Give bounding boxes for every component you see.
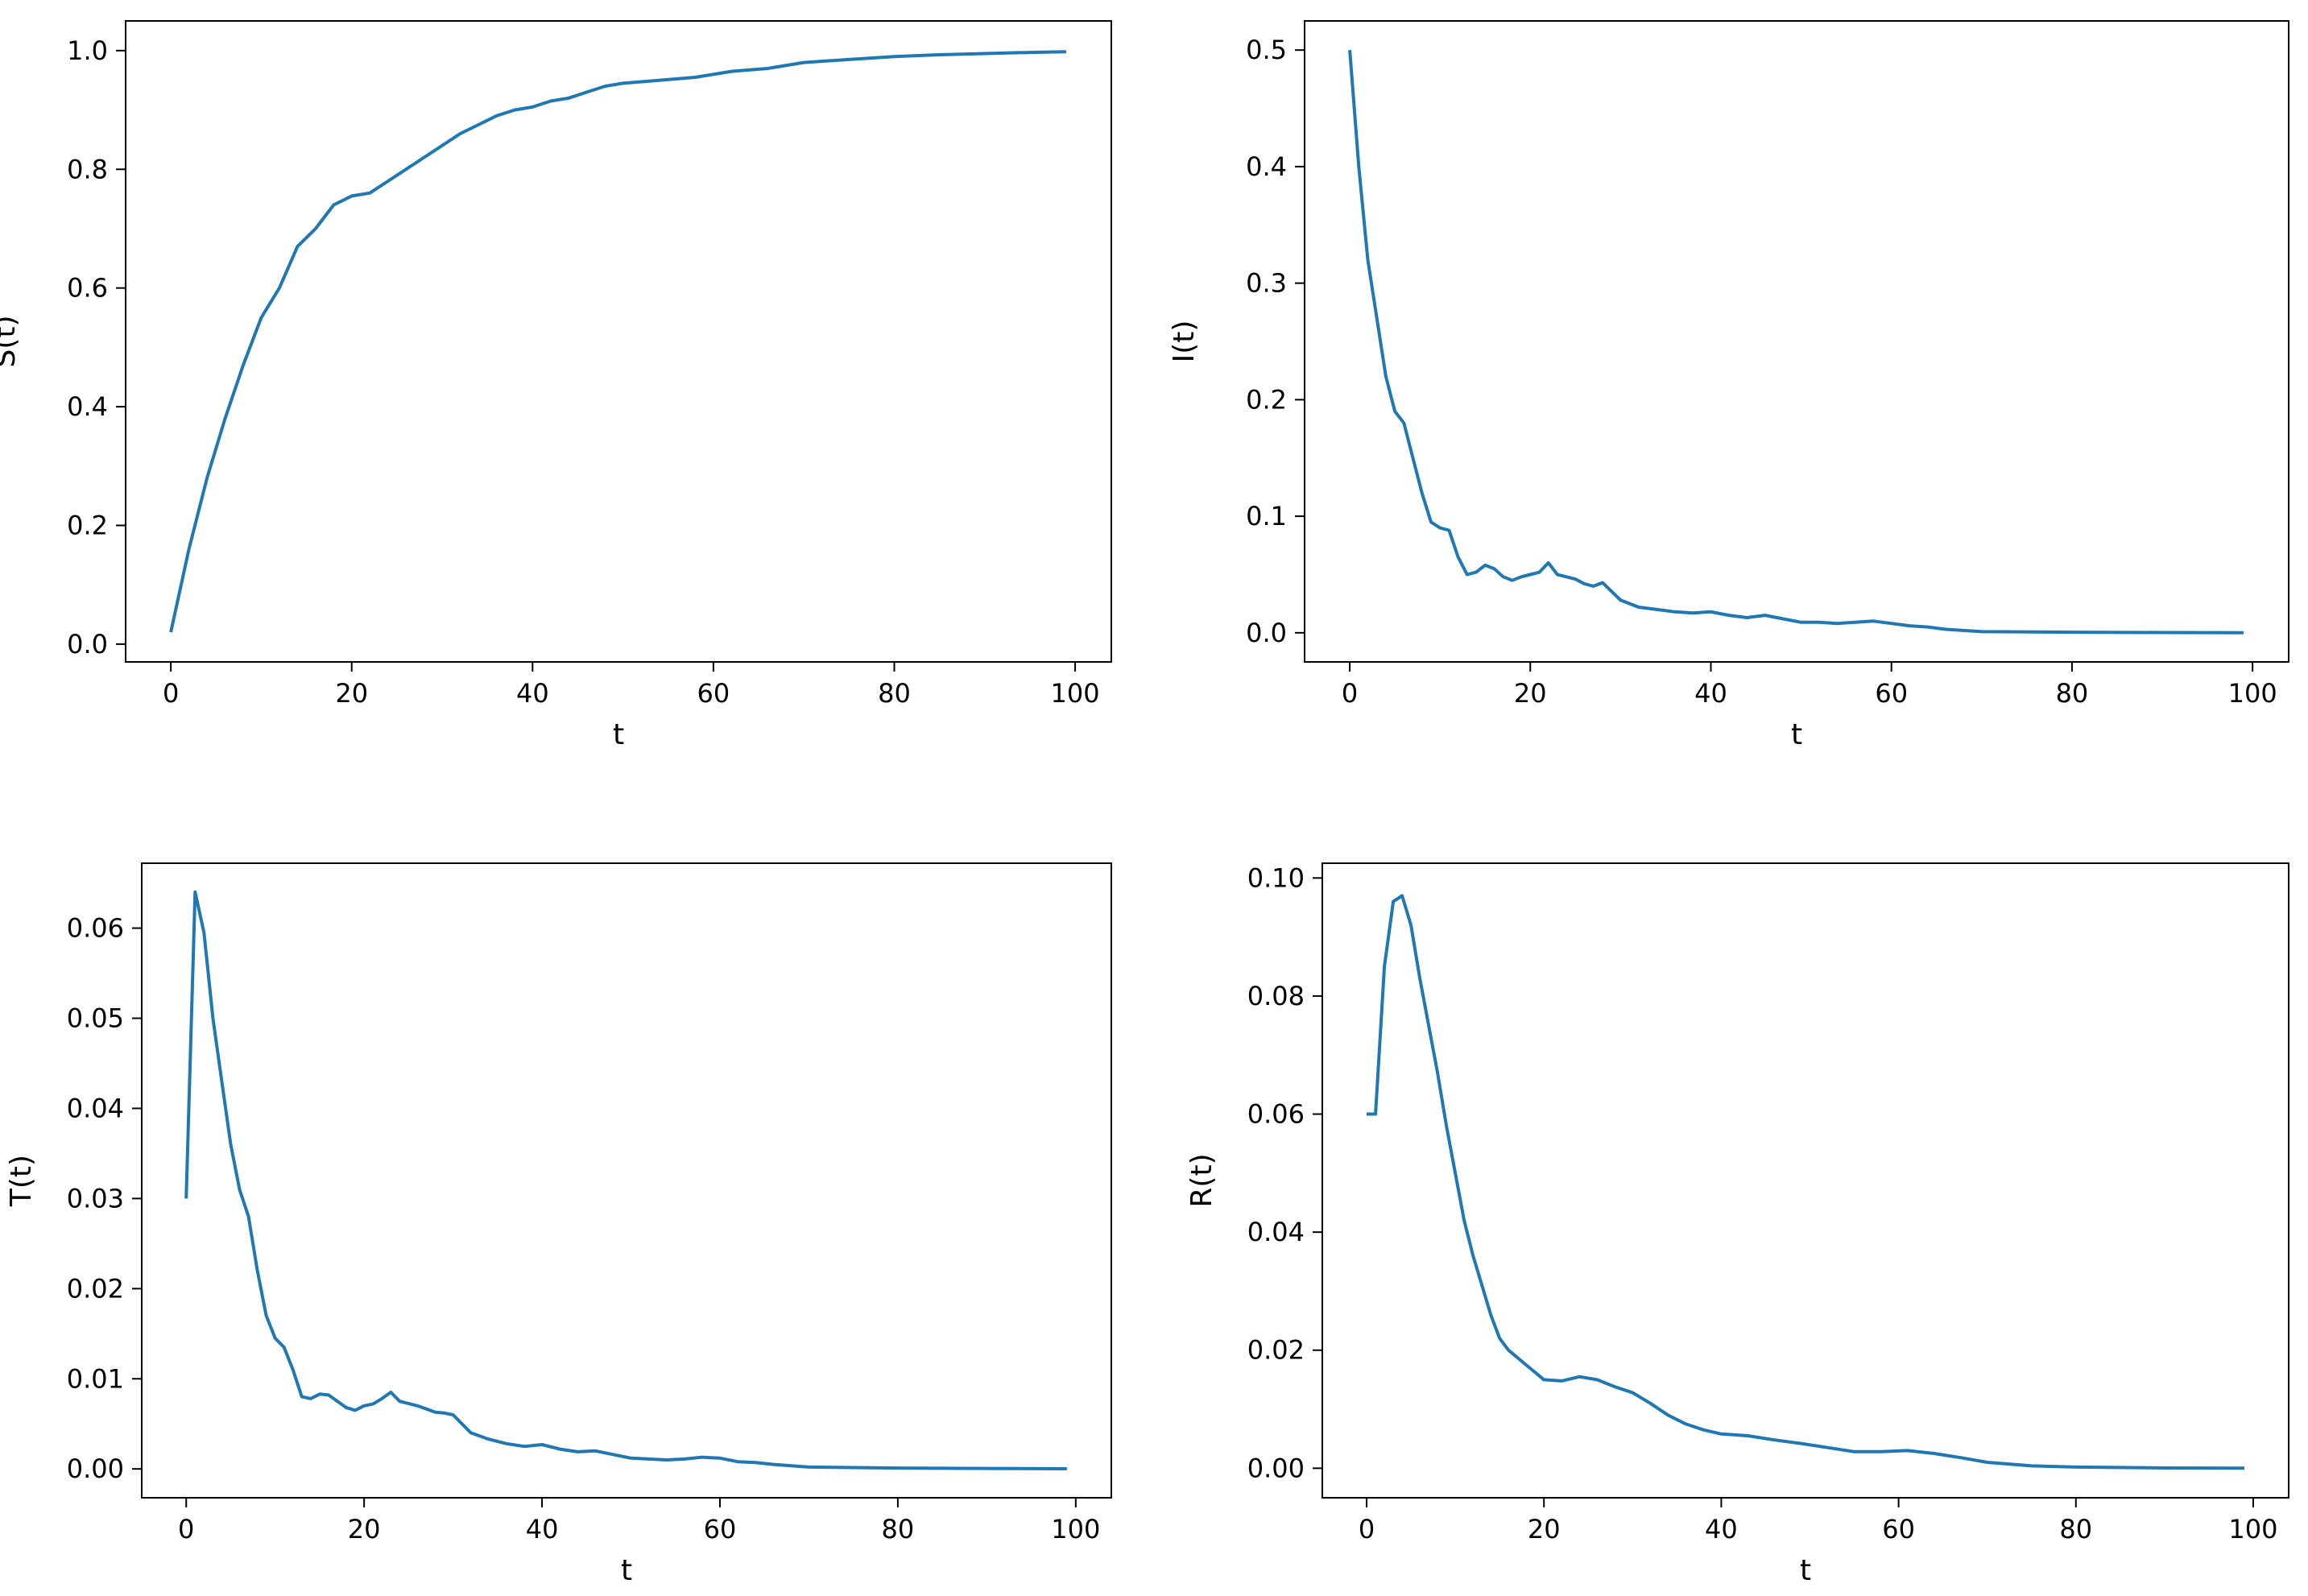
series-line (184, 890, 1067, 1470)
x-tick-label: 100 (2228, 1514, 2277, 1544)
y-tick-label: 0.3 (1246, 268, 1287, 299)
x-tick-label: 0 (163, 678, 179, 709)
y-tick-label: 0.5 (1246, 35, 1287, 65)
y-tick-label: 1.0 (67, 35, 108, 66)
y-tick-label: 0.02 (67, 1273, 124, 1304)
series-line (169, 50, 1066, 633)
y-axis-label: S(t) (0, 315, 22, 367)
y-tick-label: 0.0 (67, 629, 108, 659)
y-tick-label: 0.0 (1246, 618, 1287, 648)
x-tick-label: 40 (526, 1514, 559, 1544)
plot-frame (141, 862, 1112, 1499)
subplot-i: 0.0 0.1 0.2 0.3 0.4 0.5 0 20 40 60 80 10… (1168, 20, 2289, 751)
y-tick-label: 0.2 (67, 510, 108, 540)
x-tick-label: 100 (2228, 678, 2277, 709)
y-tick-label: 0.8 (67, 154, 108, 184)
x-tick-label: 60 (697, 678, 730, 709)
x-tick-label: 40 (1694, 678, 1727, 709)
y-tick-label: 0.00 (1247, 1453, 1305, 1483)
y-tick-label: 0.1 (1246, 501, 1287, 531)
x-tick-label: 80 (882, 1514, 915, 1544)
x-axis-label: t (1791, 718, 1802, 751)
y-tick-label: 0.00 (67, 1453, 124, 1484)
plot-frame (1322, 862, 2289, 1499)
y-tick-label: 0.06 (67, 913, 124, 944)
x-tick-label: 0 (1359, 1514, 1375, 1544)
series-line (1367, 894, 2245, 1470)
x-axis-label: t (621, 1554, 632, 1587)
y-tick-label: 0.05 (67, 1003, 124, 1034)
x-tick-label: 0 (1342, 678, 1358, 709)
y-tick-label: 0.04 (1247, 1217, 1305, 1247)
x-axis-label: t (1800, 1554, 1811, 1587)
y-tick-label: 0.02 (1247, 1335, 1305, 1366)
x-tick-label: 80 (2059, 1514, 2092, 1544)
y-axis-label: I(t) (1168, 320, 1201, 363)
y-tick-label: 0.2 (1246, 384, 1287, 415)
y-tick-label: 0.06 (1247, 1099, 1305, 1130)
y-tick-label: 0.04 (67, 1093, 124, 1123)
x-tick-label: 80 (2056, 678, 2089, 709)
x-tick-label: 60 (1882, 1514, 1915, 1544)
plot-frame (1304, 20, 2289, 663)
y-tick-label: 0.03 (67, 1183, 124, 1214)
y-tick-label: 0.6 (67, 273, 108, 304)
subplot-t: 0.00 0.01 0.02 0.03 0.04 0.05 0.06 0 20 … (5, 862, 1112, 1587)
x-tick-label: 100 (1051, 678, 1100, 709)
x-tick-label: 20 (1528, 1514, 1561, 1544)
y-tick-label: 0.01 (67, 1363, 124, 1394)
x-tick-label: 40 (516, 678, 549, 709)
y-tick-label: 0.4 (1246, 151, 1287, 182)
x-tick-label: 40 (1705, 1514, 1738, 1544)
x-tick-label: 100 (1051, 1514, 1100, 1544)
x-tick-label: 0 (178, 1514, 194, 1544)
x-tick-label: 60 (1875, 678, 1908, 709)
subplot-r: 0.00 0.02 0.04 0.06 0.08 0.10 0 20 40 60… (1185, 862, 2289, 1587)
x-tick-label: 60 (704, 1514, 737, 1544)
x-tick-label: 80 (878, 678, 911, 709)
plot-frame (125, 20, 1112, 663)
x-axis-label: t (613, 718, 624, 751)
y-axis-label: R(t) (1185, 1153, 1218, 1207)
x-tick-label: 20 (348, 1514, 381, 1544)
series-line (1348, 50, 2244, 635)
y-tick-label: 0.08 (1247, 981, 1305, 1011)
y-tick-label: 0.10 (1247, 862, 1305, 893)
y-axis-label: T(t) (5, 1155, 38, 1207)
x-tick-label: 20 (335, 678, 368, 709)
y-tick-label: 0.4 (67, 391, 108, 422)
subplot-s: 0.0 0.2 0.4 0.6 0.8 1.0 0 20 40 60 80 10… (0, 20, 1112, 751)
x-tick-label: 20 (1514, 678, 1547, 709)
